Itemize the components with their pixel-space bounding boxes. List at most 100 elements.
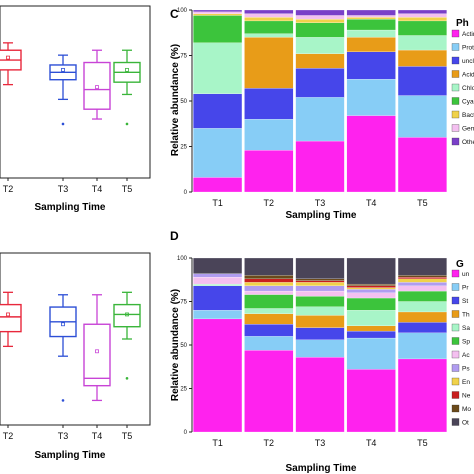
legend-label: uncl [462, 58, 474, 65]
legend-label: St [462, 298, 468, 305]
bar-segment-t5 [397, 17, 447, 22]
legend-label: Sa [462, 325, 470, 332]
x-tick-label: T3 [58, 431, 69, 441]
legend-swatch [451, 323, 460, 332]
bar-segment-t1 [193, 285, 243, 311]
x-tick-label: T5 [122, 184, 133, 194]
bar-segment-t4 [346, 330, 396, 339]
panel-d-legend-title: G [456, 259, 464, 270]
legend-swatch [451, 43, 460, 51]
bar-segment-t2 [244, 20, 294, 34]
bar-segment-t3 [295, 18, 345, 23]
bar-segment-t1 [193, 177, 243, 193]
y-tick-label: 100 [177, 256, 188, 262]
bar-segment-t5 [397, 285, 447, 292]
bar-segment-t3 [295, 327, 345, 340]
x-tick-label: T4 [366, 438, 377, 448]
legend-swatch [451, 337, 460, 345]
y-tick-label: 100 [177, 8, 188, 14]
bar-segment-t3 [295, 53, 345, 69]
bar-segment-t5 [397, 332, 447, 360]
legend-swatch [451, 83, 460, 92]
mean-marker [6, 312, 10, 317]
plot-frame [0, 5, 151, 179]
bar-segment-t3 [295, 15, 345, 20]
legend-swatch [451, 56, 460, 65]
bar-segment-t5 [397, 95, 447, 138]
legend-swatch [451, 364, 460, 372]
y-tick-label: 0 [184, 190, 188, 196]
legend-swatch [451, 350, 460, 359]
legend-label: Actin [462, 31, 474, 38]
bar-segment-t4 [346, 9, 396, 16]
panel-c-stacked-bars: T1 T2 T3 T4 T5 0 25 50 75 100 Actin Prote uncl Acid Ch… [177, 8, 474, 208]
legend-label: Ot [462, 420, 469, 427]
bar-segment-t3 [295, 22, 345, 38]
bar-segment-t2 [244, 336, 294, 351]
bar-segment-t3 [295, 68, 345, 98]
y-tick-label: 75 [180, 300, 187, 306]
bar-segment-t1 [193, 128, 243, 178]
legend-swatch [451, 296, 460, 305]
bar-segment-t2 [244, 150, 294, 193]
x-tick-label: T2 [3, 184, 14, 194]
legend-swatch [451, 377, 460, 386]
legend-swatch [451, 391, 460, 399]
bar-segment-t4 [346, 285, 396, 288]
legend-swatch [451, 310, 460, 318]
bar-segment-t4 [346, 15, 396, 18]
legend-swatch [451, 70, 460, 78]
bar-segment-t5 [397, 9, 447, 14]
plot-frame [0, 252, 151, 426]
legend-swatch [451, 124, 460, 132]
bar-segment-t2 [244, 350, 294, 433]
legend-swatch [451, 110, 460, 119]
bar-segment-t2 [244, 37, 294, 89]
x-tick-label: T3 [315, 438, 326, 448]
panel-d-letter: D [170, 229, 179, 243]
bar-segment-t2 [244, 282, 294, 286]
bar-segment-t5 [397, 282, 447, 286]
bar-segment-t4 [346, 337, 396, 370]
panel-d-stacked-bars: T1 T2 T3 T4 T5 0 25 50 75 100 un Pr St Th Sa Sp Ac Ps En Ne… [177, 256, 471, 448]
x-tick-label: T5 [417, 198, 428, 208]
outlier-point [61, 122, 65, 126]
mean-marker [6, 55, 10, 60]
bar-segment-t5 [397, 278, 447, 283]
panel-d-xlabel: Sampling Time [286, 463, 357, 474]
legend-label: Pr [462, 285, 469, 292]
bar-segment-t2 [244, 13, 294, 18]
bar-segment-t1 [193, 93, 243, 129]
mean-marker [95, 85, 99, 89]
y-tick-label: 25 [180, 387, 187, 393]
bar-segment-t1 [193, 13, 243, 16]
legend-swatch [451, 418, 460, 426]
bar-segment-t3 [295, 296, 345, 307]
bar-segment-t2 [244, 308, 294, 314]
mean-marker [125, 67, 129, 72]
legend-swatch [451, 97, 460, 105]
x-tick-label: T3 [315, 198, 326, 208]
bar-segment-t4 [346, 292, 396, 299]
legend-label: Sp [462, 339, 470, 346]
legend-label: Mo [462, 406, 471, 413]
legend-label: Ac [462, 352, 470, 359]
y-tick-label: 75 [180, 54, 187, 60]
panel-c-legend-title: Ph [456, 18, 469, 29]
bar-segment-t1 [193, 257, 243, 274]
legend-swatch [451, 404, 460, 413]
bar-segment-t4 [346, 325, 396, 332]
bar-segment-t2 [244, 119, 294, 151]
mean-marker [125, 312, 129, 317]
panel-b-boxplot: T2 T3 T4 T5 [0, 252, 151, 441]
panel-c-letter: C [170, 7, 179, 21]
bar-segment-t2 [244, 275, 294, 280]
bar-segment-t5 [397, 257, 447, 276]
x-tick-label: T4 [366, 198, 377, 208]
bar-segment-t4 [346, 51, 396, 80]
bar-segment-t4 [346, 289, 396, 293]
x-tick-label: T2 [3, 431, 14, 441]
bar-segment-t2 [244, 294, 294, 309]
bar-segment-t5 [397, 358, 447, 433]
